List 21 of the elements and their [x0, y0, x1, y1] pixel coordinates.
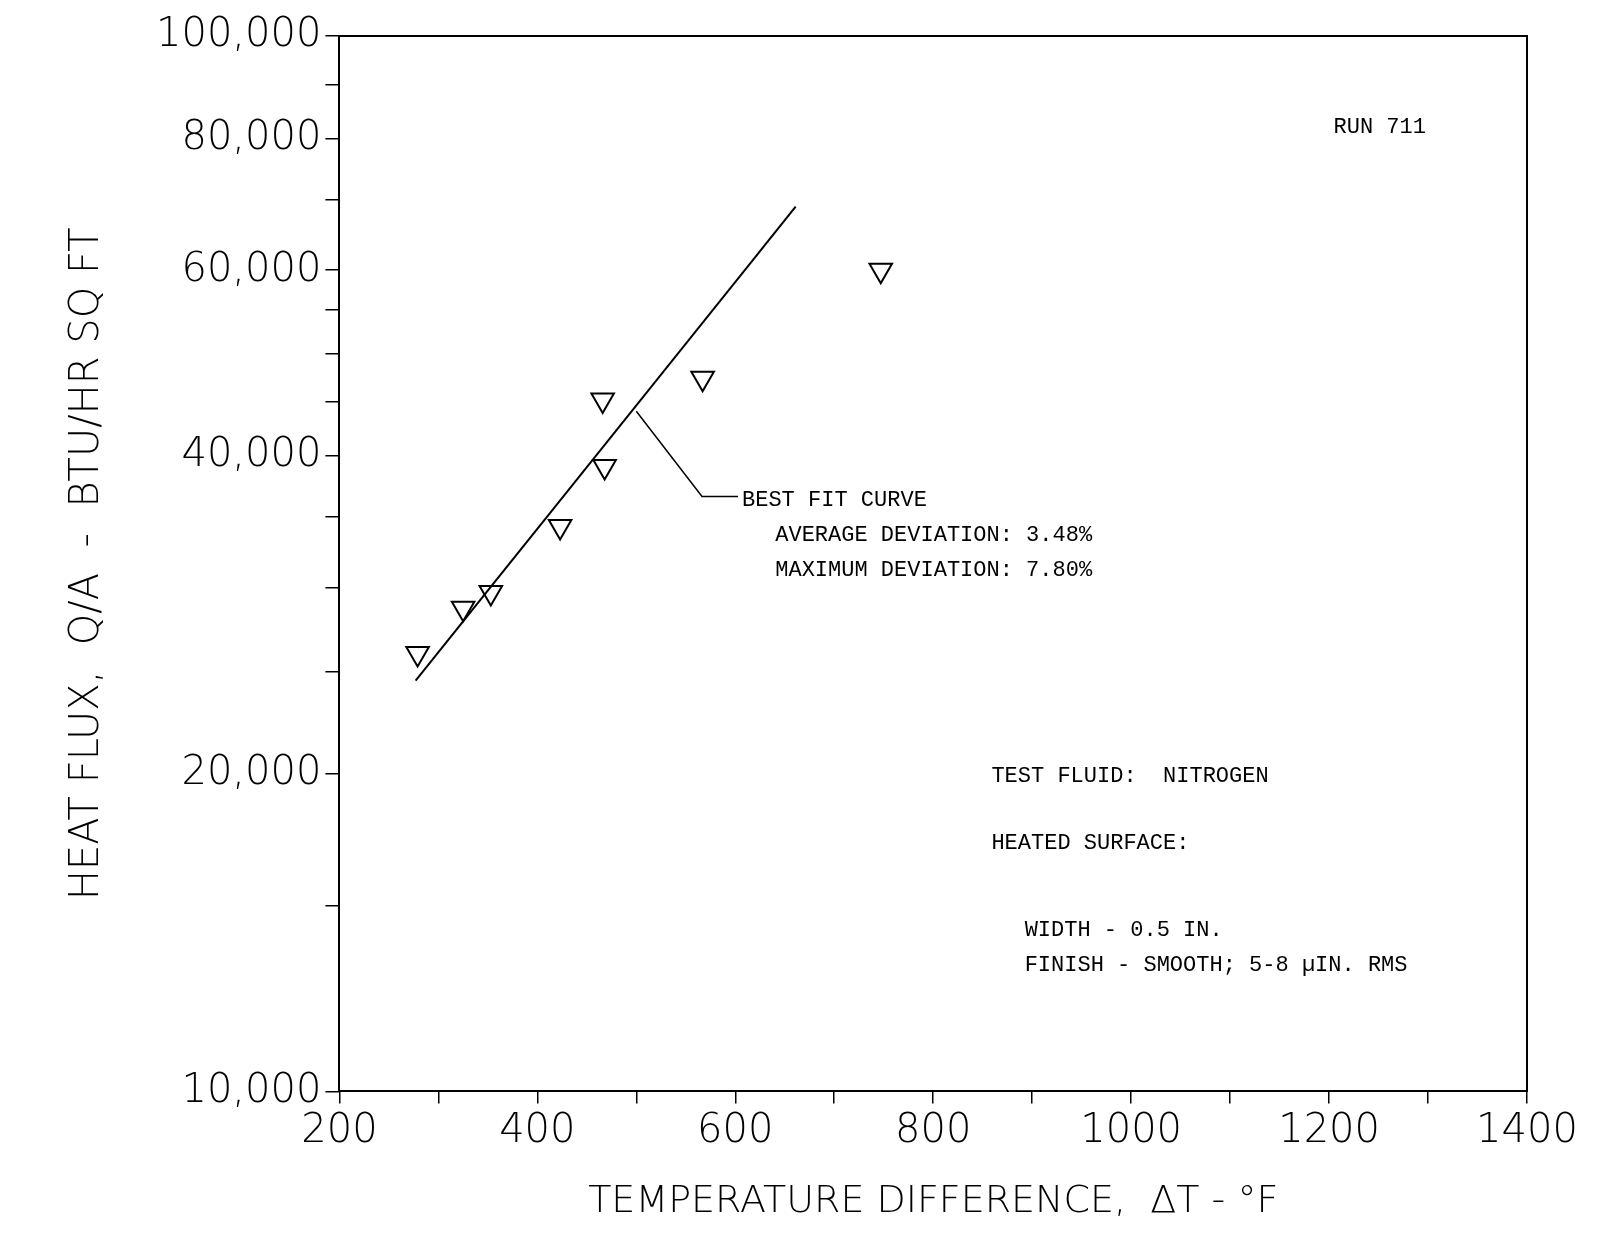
annotation: AVERAGE DEVIATION: 3.48%	[775, 523, 1093, 549]
x-tick-label: 400	[499, 1104, 576, 1151]
annotation: BEST FIT CURVE	[742, 488, 927, 514]
y-tick-label: 100,000	[155, 9, 322, 56]
annotation: HEATED SURFACE:	[991, 831, 1190, 857]
annotation: RUN 711	[1333, 114, 1426, 140]
y-axis-title: HEAT FLUX, Q/A - BTU/HR SQ FT	[61, 227, 108, 901]
x-tick-label: 1200	[1278, 1104, 1380, 1151]
annotation: WIDTH - 0.5 IN.	[1024, 917, 1223, 943]
x-tick-label: 800	[895, 1104, 972, 1151]
y-tick-label: 20,000	[181, 747, 322, 794]
x-tick-label: 600	[697, 1104, 774, 1151]
annotation: FINISH - SMOOTH; 5-8 µIN. RMS	[1024, 952, 1408, 978]
y-tick-label: 80,000	[181, 111, 322, 158]
x-tick-label: 1000	[1080, 1104, 1183, 1151]
x-axis-title: TEMPERATURE DIFFERENCE, ΔT - °F	[588, 1177, 1279, 1222]
y-tick-label: 40,000	[181, 429, 322, 476]
annotation: MAXIMUM DEVIATION: 7.80%	[775, 557, 1093, 583]
x-tick-label: 1400	[1476, 1104, 1578, 1151]
annotation: TEST FLUID: NITROGEN	[991, 763, 1269, 789]
y-tick-label: 60,000	[181, 243, 322, 290]
